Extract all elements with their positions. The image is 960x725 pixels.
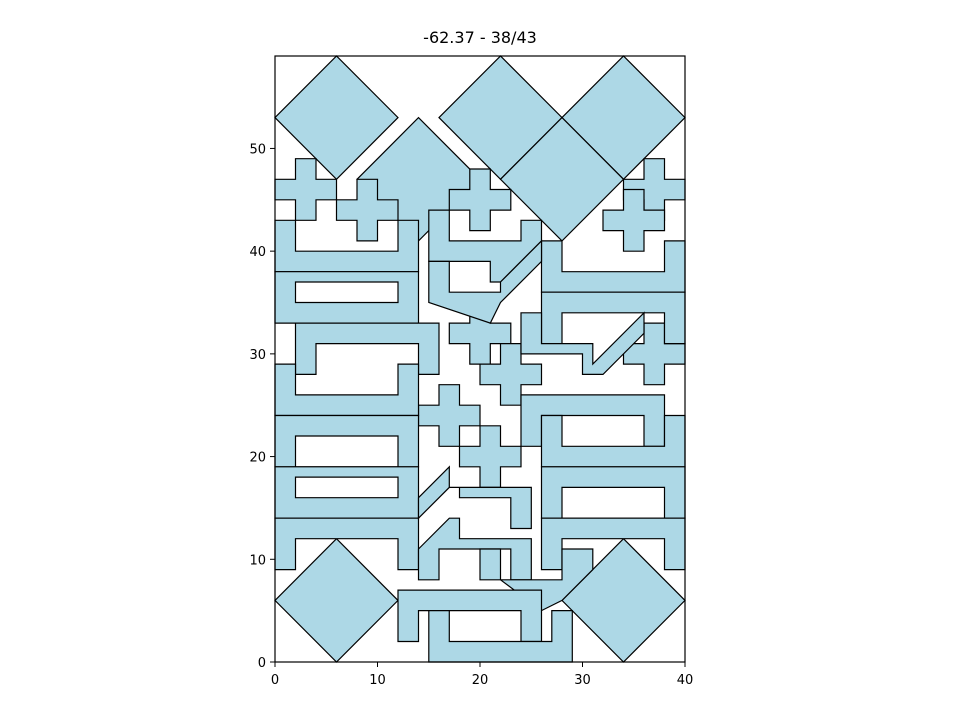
frame-piece-18 — [274, 271, 420, 324]
frame-piece-22 — [274, 466, 420, 519]
frame-piece-28 — [540, 466, 686, 519]
frame-piece-26 — [520, 394, 666, 447]
x-tick-label: 20 — [472, 673, 489, 688]
cross-piece-16 — [458, 425, 522, 488]
frame-piece-21 — [274, 414, 420, 468]
y-tick-label: 30 — [249, 348, 266, 363]
frame-piece-17 — [274, 219, 420, 273]
hook-piece-35 — [479, 548, 594, 612]
pieces-layer — [274, 55, 686, 663]
cross-piece-15 — [417, 384, 481, 447]
frame-piece-24 — [540, 240, 686, 293]
hook-piece-33 — [417, 465, 532, 530]
y-tick-label: 0 — [258, 656, 266, 671]
hook-piece-30 — [428, 209, 543, 283]
x-tick-label: 30 — [574, 673, 591, 688]
x-tick-label: 0 — [271, 673, 279, 688]
cross-piece-9 — [448, 168, 512, 232]
y-tick-label: 10 — [249, 553, 266, 568]
frame-piece-23 — [274, 517, 420, 571]
x-tick-label: 40 — [677, 673, 694, 688]
x-axis: 0 10 20 30 40 — [271, 662, 693, 688]
hook-piece-37 — [428, 610, 573, 663]
hook-piece-31 — [428, 239, 543, 324]
y-axis: 0 10 20 30 40 50 — [249, 142, 275, 671]
hook-piece-32 — [520, 311, 645, 375]
frame-piece-19 — [294, 322, 440, 375]
cross-piece-11 — [602, 188, 666, 252]
chart-title: -62.37 - 38/43 — [423, 28, 537, 47]
hook-piece-36 — [397, 589, 543, 643]
cross-piece-13 — [479, 343, 543, 406]
y-tick-label: 40 — [249, 245, 266, 260]
y-tick-label: 50 — [249, 142, 266, 157]
y-tick-label: 20 — [249, 451, 266, 466]
x-tick-label: 10 — [369, 673, 386, 688]
